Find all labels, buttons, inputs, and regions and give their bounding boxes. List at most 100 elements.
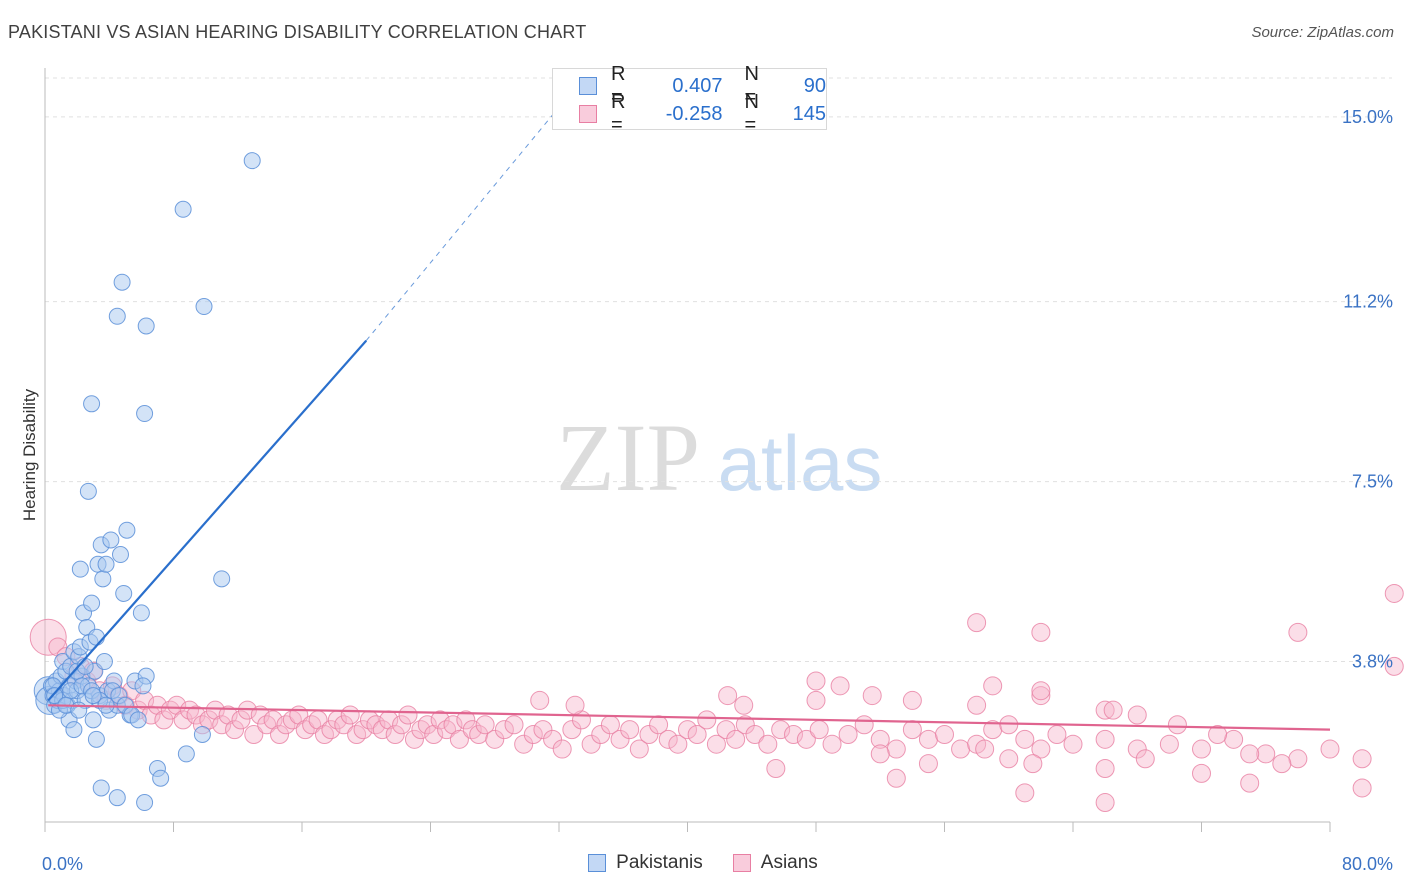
asian-point — [967, 695, 987, 715]
asian-point — [475, 715, 495, 735]
asian-point — [1031, 681, 1051, 701]
asian-point — [706, 734, 726, 754]
watermark-zip: ZIP — [556, 404, 700, 511]
pakistani-point — [132, 604, 150, 622]
pakistani-point — [84, 687, 102, 705]
asian-point — [678, 720, 697, 740]
pakistani-point — [84, 711, 102, 729]
asian-point — [1063, 734, 1083, 754]
pakistani-point — [108, 789, 126, 807]
asian-point — [967, 613, 987, 633]
asian-point — [302, 715, 322, 735]
source-label: Source: ZipAtlas.com — [1251, 24, 1394, 41]
asian-point — [629, 739, 649, 759]
asian-point — [1095, 793, 1115, 813]
asian-point — [180, 700, 200, 720]
asian-point — [734, 695, 754, 715]
asian-point — [533, 720, 553, 740]
y-tick-labels: 3.8% 7.5% 11.2% 15.0% — [1342, 107, 1393, 672]
asian-point — [735, 715, 755, 735]
pakistani-point — [71, 560, 89, 578]
asian-point — [212, 715, 232, 735]
legend-item-asians[interactable]: Asians — [732, 852, 818, 874]
pakistani-point — [243, 152, 261, 170]
asian-point — [1031, 686, 1051, 706]
legend-item-pakistanis[interactable]: Pakistanis — [588, 852, 703, 874]
asians-label: Asians — [760, 852, 818, 873]
asian-point — [902, 720, 922, 740]
watermark-atlas: atlas — [718, 419, 883, 507]
pakistani-point — [102, 531, 120, 549]
trend-lines — [47, 106, 1331, 731]
asian-point — [1192, 739, 1211, 759]
asian-point — [1352, 749, 1372, 769]
chart-title: PAKISTANI VS ASIAN HEARING DISABILITY CO… — [8, 22, 587, 42]
asian-point — [983, 676, 1003, 696]
asian-point — [1384, 656, 1404, 676]
asian-points — [29, 583, 1404, 813]
asian-point — [366, 715, 386, 735]
pakistani-point — [111, 546, 129, 564]
asian-point — [417, 715, 437, 735]
pakistani-point — [113, 273, 131, 291]
asian-point — [334, 715, 354, 735]
legend-swatch-asians — [579, 105, 597, 123]
asian-point — [276, 715, 296, 735]
pakistani-point — [79, 482, 97, 500]
pakistani-point — [136, 794, 154, 812]
legend-r-value: 0.407 — [672, 74, 723, 97]
legend-row-pakistanis: R = 0.407 N = 90 — [579, 63, 826, 108]
asian-point — [838, 724, 858, 744]
asian-point — [809, 720, 829, 740]
asian-point — [1135, 749, 1155, 769]
asian-point — [745, 724, 765, 744]
pakistani-point — [95, 653, 113, 671]
pakistani-point — [94, 570, 112, 588]
pakistani-point — [87, 628, 105, 646]
asian-point — [796, 729, 816, 749]
asian-point — [543, 729, 563, 749]
pakistani-point — [152, 769, 170, 787]
asian-point — [530, 690, 550, 710]
asian-point — [886, 739, 906, 759]
asian-point — [504, 715, 524, 735]
legend-n-label: N = — [744, 91, 759, 136]
pakistani-point — [70, 701, 88, 719]
asian-point — [514, 734, 534, 754]
asian-point — [1320, 739, 1340, 759]
asian-point — [270, 724, 290, 744]
asian-point — [870, 744, 890, 764]
asian-point — [697, 710, 717, 730]
x-tick-label-min: 0.0% — [42, 854, 83, 874]
correlation-legend: R = 0.407 N = 90 R = -0.258 N = 145 — [552, 63, 827, 136]
asian-point — [999, 715, 1019, 735]
asian-point — [668, 734, 688, 754]
asian-point — [862, 686, 882, 706]
asian-point — [1167, 715, 1187, 735]
asians-swatch — [732, 854, 751, 872]
asian-point — [951, 739, 971, 759]
asian-point — [552, 739, 572, 759]
pakistani-point — [118, 521, 136, 539]
asian-point — [340, 705, 360, 725]
y-tick-label: 11.2% — [1343, 292, 1393, 312]
asian-point — [1095, 729, 1115, 749]
asian-point — [1288, 749, 1308, 769]
legend-n-value: 145 — [792, 102, 826, 125]
asian-point — [1240, 773, 1260, 793]
asian-point — [1352, 778, 1372, 798]
pakistani-point — [193, 725, 211, 743]
asian-point — [854, 715, 874, 735]
pakistani-trend-line — [47, 339, 368, 702]
legend-n-label: N = — [744, 63, 759, 108]
pakistani-point — [92, 779, 110, 797]
asian-point — [173, 710, 193, 730]
asian-point — [1023, 754, 1043, 774]
asian-point — [918, 754, 938, 774]
asian-point — [1272, 754, 1292, 774]
asian-point — [347, 724, 367, 744]
asian-point — [1127, 739, 1147, 759]
pakistani-point — [83, 395, 101, 413]
asian-point — [186, 705, 206, 725]
y-tick-label: 15.0% — [1342, 107, 1393, 127]
